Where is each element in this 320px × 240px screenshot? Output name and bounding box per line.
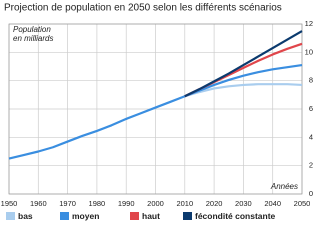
x-tick-label: 2040 [264, 199, 281, 208]
y-tick-label: 4 [309, 132, 313, 141]
legend-label: haut [142, 211, 160, 221]
chart-title: Projection de population en 2050 selon l… [4, 3, 282, 14]
legend-swatch [130, 212, 139, 220]
x-tick-label: 1950 [1, 199, 18, 208]
series-line [184, 30, 303, 98]
legend-label: bas [18, 211, 33, 221]
y-tick-label: 12 [305, 19, 313, 28]
x-tick-label: 1990 [118, 199, 135, 208]
x-tick-label: 1970 [59, 199, 76, 208]
legend-swatch [6, 212, 15, 220]
y-axis-label: Population [13, 25, 51, 34]
x-tick-label: 2000 [147, 199, 164, 208]
y-tick-label: 6 [309, 104, 313, 113]
series-line [184, 83, 303, 98]
x-tick-label: 2030 [235, 199, 252, 208]
legend-swatch [60, 212, 69, 220]
x-tick-label: 1980 [89, 199, 106, 208]
y-tick-label: 10 [305, 47, 313, 56]
page: {"chart_data": {"type": "line", "title":… [0, 2, 313, 221]
x-tick-label: 1960 [30, 199, 47, 208]
legend-label: fécondité constante [195, 211, 276, 221]
x-tick-label: 2010 [176, 199, 193, 208]
y-tick-label: 0 [309, 189, 313, 198]
x-tick-label: 2020 [206, 199, 223, 208]
y-tick-label: 2 [309, 161, 313, 170]
legend-label: moyen [72, 211, 99, 221]
plot-frame [8, 23, 303, 195]
x-tick-label: 2050 [294, 199, 311, 208]
chart: Projection de population en 2050 selon l… [1, 3, 313, 221]
x-axis-label: Années [270, 182, 298, 191]
y-axis-label: en milliards [13, 34, 53, 43]
series-line [8, 63, 303, 160]
y-tick-label: 8 [309, 76, 313, 85]
legend-swatch [183, 212, 192, 220]
